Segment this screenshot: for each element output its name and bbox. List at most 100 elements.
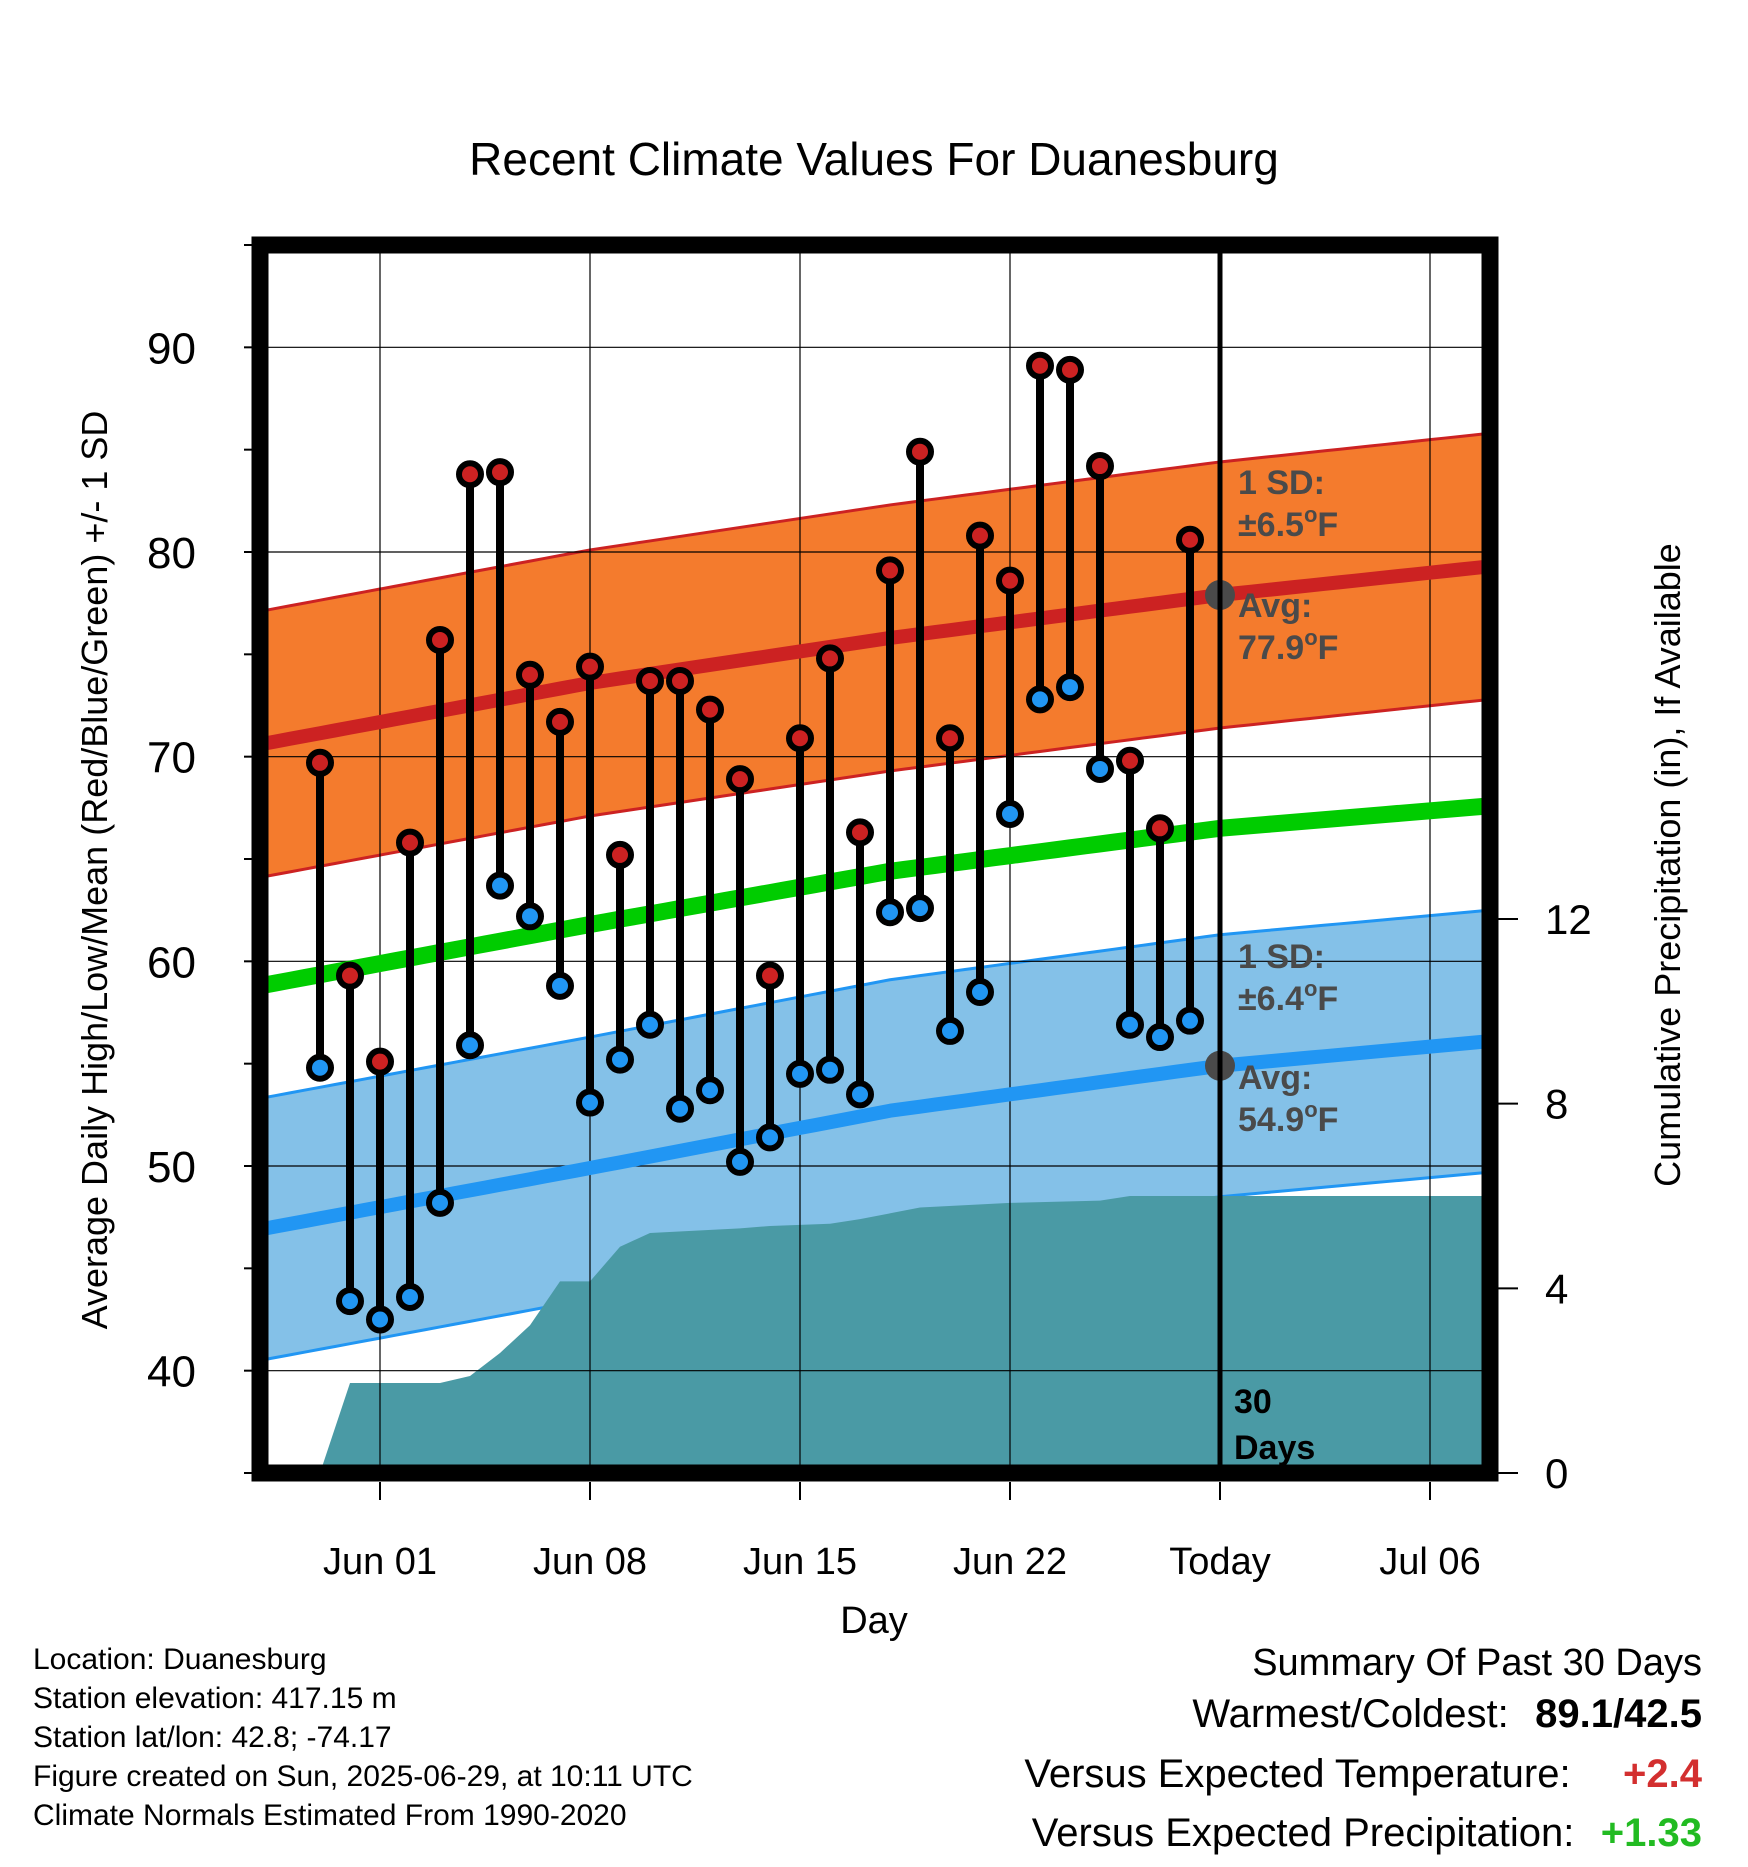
daily-high-point: [546, 707, 574, 736]
y-tick-label: 70: [147, 734, 196, 783]
station-info: Location: Duanesburg Station elevation: …: [33, 1640, 693, 1835]
daily-low-point: [1086, 754, 1114, 783]
high-sd-band-upper-edge: [260, 431, 1490, 613]
daily-low-point: [366, 1305, 394, 1334]
low-sd-value: ±6.4oF: [1238, 976, 1338, 1018]
daily-high-point: [1086, 452, 1114, 481]
daily-high-point: [456, 460, 484, 489]
summary-panel: Summary Of Past 30 Days Warmest/Coldest:…: [1024, 1638, 1702, 1867]
daily-low-point: [396, 1282, 424, 1311]
x-tick-label: Jun 01: [323, 1541, 437, 1583]
daily-high-point: [996, 566, 1024, 595]
y-tick-label: 60: [147, 938, 196, 987]
y-axis-label: Average Daily High/Low/Mean (Red/Blue/Gr…: [74, 411, 115, 1330]
daily-high-point: [786, 724, 814, 753]
daily-low-point: [576, 1088, 604, 1117]
daily-high-point: [336, 961, 364, 990]
daily-high-point: [1026, 351, 1054, 380]
daily-low-point: [306, 1053, 334, 1082]
daily-low-point: [546, 971, 574, 1000]
x-tick-label: Jun 22: [953, 1541, 1067, 1583]
daily-low-point: [786, 1059, 814, 1088]
x-tick-label: Jun 08: [533, 1541, 647, 1583]
low-avg-value: 54.9oF: [1238, 1097, 1338, 1139]
daily-high-point: [516, 660, 544, 689]
y2-tick-label: 12: [1545, 896, 1592, 943]
daily-high-point: [606, 840, 634, 869]
info-location: Location: Duanesburg: [33, 1643, 327, 1676]
high-sd-band-lower-edge: [260, 697, 1490, 879]
summary-title: Summary Of Past 30 Days: [1252, 1642, 1702, 1684]
high-avg-value: 77.9oF: [1238, 625, 1338, 667]
daily-low-point: [816, 1055, 844, 1084]
x-tick-label: Jun 15: [743, 1541, 857, 1583]
daily-high-point: [396, 828, 424, 857]
plot-frame: [251, 236, 1499, 1482]
daily-low-point: [1026, 685, 1054, 714]
chart-title: Recent Climate Values For Duanesburg: [469, 133, 1279, 185]
y2-tick-label: 8: [1545, 1081, 1568, 1128]
daily-low-point: [1056, 673, 1084, 702]
info-latlon: Station lat/lon: 42.8; -74.17: [33, 1721, 392, 1754]
y2-tick-label: 0: [1545, 1450, 1568, 1497]
low-sd-band-upper-edge: [260, 908, 1490, 1100]
normal-mean-line: [260, 797, 1490, 995]
daily-low-point: [606, 1045, 634, 1074]
y-tick-label: 50: [147, 1143, 196, 1192]
daily-high-point: [426, 626, 454, 655]
daily-low-point: [726, 1147, 754, 1176]
high-avg-label: Avg:: [1238, 587, 1312, 625]
normal-low-line: [260, 1034, 1490, 1237]
daily-high-point: [486, 458, 514, 487]
daily-low-point: [966, 978, 994, 1007]
daily-high-point: [636, 666, 664, 695]
y2-tick-label: 4: [1545, 1265, 1568, 1312]
daily-high-point: [936, 724, 964, 753]
daily-low-point: [756, 1123, 784, 1152]
warm-cold-value: 89.1/42.5: [1535, 1692, 1702, 1736]
daily-high-point: [306, 748, 334, 777]
daily-high-point: [966, 521, 994, 550]
y-tick-label: 90: [147, 324, 196, 373]
daily-low-point: [696, 1076, 724, 1105]
daily-high-point: [366, 1047, 394, 1076]
daily-low-point: [1176, 1006, 1204, 1035]
precip-value: +1.33: [1600, 1811, 1702, 1855]
normal-high-line: [260, 559, 1490, 752]
daily-high-point: [696, 695, 724, 724]
daily-low-point: [1116, 1010, 1144, 1039]
info-normals: Climate Normals Estimated From 1990-2020: [33, 1799, 627, 1832]
daily-low-point: [336, 1287, 364, 1316]
climate-chart: Recent Climate Values For Duanesburg 1 S…: [74, 133, 1688, 1642]
daily-low-point: [846, 1080, 874, 1109]
x-axis-label: Day: [840, 1600, 908, 1642]
daily-low-point: [516, 902, 544, 931]
daily-low-point: [996, 799, 1024, 828]
daily-high-point: [1176, 525, 1204, 554]
daily-high-point: [876, 556, 904, 585]
temp-value: +2.4: [1623, 1752, 1702, 1796]
high-sd-value: ±6.5oF: [1238, 502, 1338, 544]
daily-low-point: [636, 1010, 664, 1039]
daily-low-point: [456, 1031, 484, 1060]
days-word-label: Days: [1234, 1429, 1315, 1467]
low-avg-label: Avg:: [1238, 1059, 1312, 1097]
temp-label: Versus Expected Temperature:: [1024, 1752, 1571, 1796]
precip-area: [320, 1196, 1490, 1473]
daily-low-point: [666, 1094, 694, 1123]
info-elevation: Station elevation: 417.15 m: [33, 1682, 397, 1715]
y-tick-label: 40: [147, 1348, 196, 1397]
y-tick-label: 80: [147, 529, 196, 578]
x-tick-label: Jul 06: [1379, 1541, 1480, 1583]
daily-high-point: [756, 961, 784, 990]
y2-axis-label: Cumulative Precipitation (in), If Availa…: [1647, 543, 1688, 1187]
daily-high-point: [576, 652, 604, 681]
daily-high-point: [666, 666, 694, 695]
daily-high-point: [726, 765, 754, 794]
x-tick-label: Today: [1169, 1541, 1270, 1583]
daily-high-point: [1146, 814, 1174, 843]
warm-cold-label: Warmest/Coldest:: [1192, 1692, 1509, 1736]
daily-low-point: [876, 898, 904, 927]
daily-low-point: [426, 1188, 454, 1217]
